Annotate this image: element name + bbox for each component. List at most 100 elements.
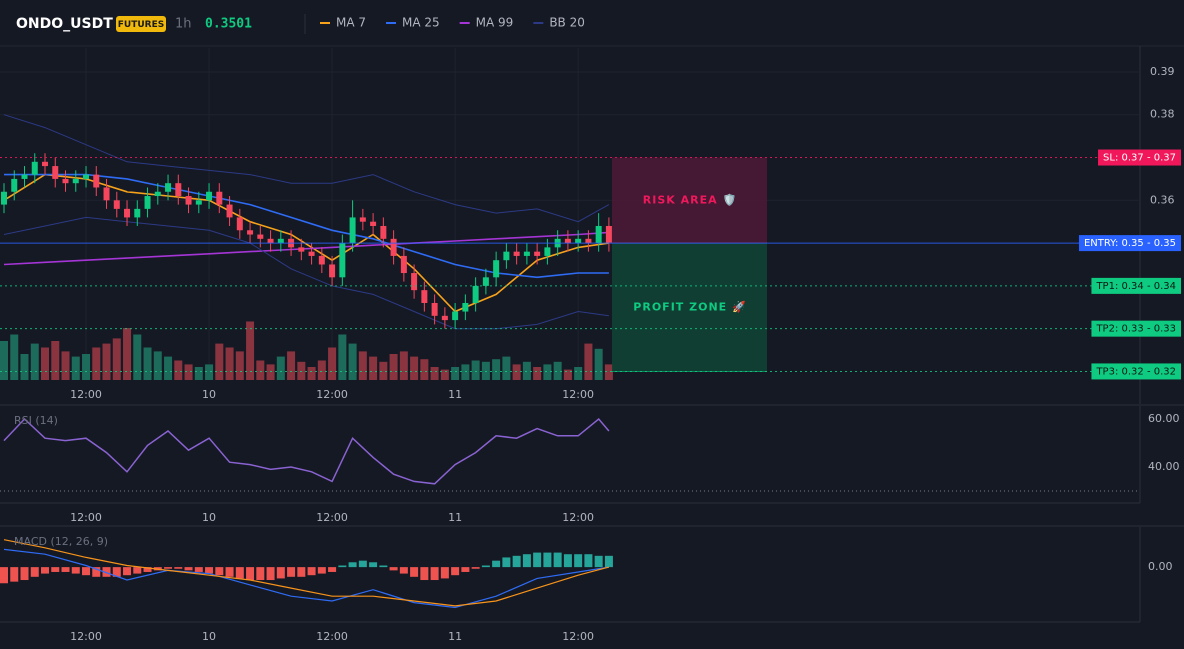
histogram-bar bbox=[563, 554, 572, 568]
histogram-bar bbox=[369, 562, 378, 568]
histogram-bar bbox=[10, 567, 19, 582]
legend-label: MA 25 bbox=[402, 16, 440, 30]
rsi-line bbox=[3, 417, 610, 485]
volume-bar bbox=[389, 354, 398, 380]
histogram-bar bbox=[512, 555, 521, 568]
legend: MA 7 MA 25 MA 99 BB 20 bbox=[320, 16, 585, 30]
candle-body bbox=[257, 234, 264, 239]
histogram-bar bbox=[266, 567, 275, 581]
candle-body bbox=[605, 225, 612, 243]
volume-bar bbox=[348, 343, 357, 380]
candle-body bbox=[411, 273, 418, 291]
symbol: ONDO_USDT bbox=[16, 16, 113, 32]
candle-body bbox=[431, 302, 438, 316]
histogram-bar bbox=[174, 567, 183, 569]
x-tick-label: 12:00 bbox=[316, 630, 348, 643]
candle-body bbox=[308, 251, 315, 256]
histogram-bar bbox=[215, 567, 224, 576]
candle-body bbox=[216, 191, 223, 205]
x-tick-label: 11 bbox=[448, 388, 462, 401]
candle-body bbox=[390, 238, 397, 256]
candle-body bbox=[83, 174, 90, 179]
candle-body bbox=[247, 230, 254, 235]
level-label: TP1: 0.34 - 0.34 bbox=[1095, 281, 1176, 292]
x-tick-label: 10 bbox=[202, 630, 216, 643]
histogram-bar bbox=[451, 567, 460, 576]
volume-bar bbox=[543, 364, 552, 380]
histogram-bar bbox=[481, 565, 490, 568]
x-tick-label: 12:00 bbox=[316, 388, 348, 401]
volume-bar bbox=[10, 334, 19, 380]
histogram-bar bbox=[235, 567, 244, 579]
histogram-bar bbox=[389, 567, 398, 571]
histogram-bar bbox=[41, 567, 50, 574]
histogram-bar bbox=[379, 565, 388, 568]
histogram-bar bbox=[430, 567, 439, 581]
histogram-bar bbox=[461, 567, 470, 572]
candle-body bbox=[339, 243, 346, 278]
histogram-bar bbox=[143, 567, 152, 572]
volume-bar bbox=[276, 356, 285, 380]
volume-bar bbox=[604, 364, 613, 380]
candle-body bbox=[585, 238, 592, 244]
histogram-bar bbox=[297, 567, 306, 577]
candle-body bbox=[103, 187, 110, 201]
candle-body bbox=[93, 174, 100, 188]
histogram-bar bbox=[553, 552, 562, 568]
histogram-bar bbox=[594, 555, 603, 568]
candle-body bbox=[523, 251, 530, 256]
zone bbox=[612, 243, 767, 372]
volume-bar bbox=[51, 341, 60, 380]
y-tick-label: 0.38 bbox=[1150, 108, 1175, 121]
volume-bar bbox=[133, 334, 142, 380]
volume-bar bbox=[481, 361, 490, 380]
volume-bar bbox=[379, 361, 388, 380]
histogram-bar bbox=[164, 567, 173, 569]
volume-bar bbox=[0, 341, 8, 380]
volume-bar bbox=[461, 364, 470, 380]
volume-bar bbox=[102, 343, 111, 380]
x-tick-label: 10 bbox=[202, 511, 216, 524]
volume-bar bbox=[563, 369, 572, 380]
indicator-line bbox=[3, 114, 610, 223]
histogram-bar bbox=[92, 567, 101, 577]
histogram-bar bbox=[256, 567, 265, 581]
histogram-bar bbox=[194, 567, 203, 572]
candle-body bbox=[52, 166, 59, 179]
volume-bar bbox=[71, 356, 80, 380]
last-price: 0.3501 bbox=[205, 17, 252, 32]
histogram-bar bbox=[51, 567, 60, 572]
legend-label: MA 7 bbox=[336, 16, 366, 30]
level-label-bg bbox=[1098, 149, 1181, 166]
candle-body bbox=[267, 238, 274, 244]
histogram-bar bbox=[440, 567, 449, 579]
candle-body bbox=[503, 251, 510, 261]
histogram-bar bbox=[328, 567, 337, 572]
volume-bar bbox=[369, 356, 378, 380]
volume-bar bbox=[287, 351, 296, 380]
indicator-line bbox=[3, 216, 609, 330]
volume-bar bbox=[61, 351, 70, 380]
histogram-bar bbox=[492, 560, 501, 568]
candle-body bbox=[329, 264, 336, 278]
histogram-bar bbox=[82, 567, 91, 576]
y-tick-label: 40.00 bbox=[1148, 460, 1180, 473]
candle-body bbox=[534, 251, 541, 256]
histogram-bar bbox=[287, 567, 296, 577]
candle-body bbox=[0, 191, 7, 205]
volume-bar bbox=[492, 359, 501, 380]
volume-bar bbox=[205, 364, 214, 380]
volume-bar bbox=[420, 359, 429, 380]
badge: FUTURES bbox=[118, 20, 164, 30]
x-tick-label: 12:00 bbox=[70, 388, 102, 401]
candle-body bbox=[11, 178, 18, 192]
volume-bar bbox=[92, 347, 101, 380]
candle-body bbox=[185, 196, 192, 205]
volume-bar bbox=[153, 351, 162, 380]
volume-bar bbox=[451, 367, 460, 380]
histogram-bar bbox=[307, 567, 316, 576]
candle-body bbox=[493, 260, 500, 278]
candle-body bbox=[134, 208, 141, 218]
histogram-bar bbox=[584, 554, 593, 568]
candle-body bbox=[400, 255, 407, 274]
